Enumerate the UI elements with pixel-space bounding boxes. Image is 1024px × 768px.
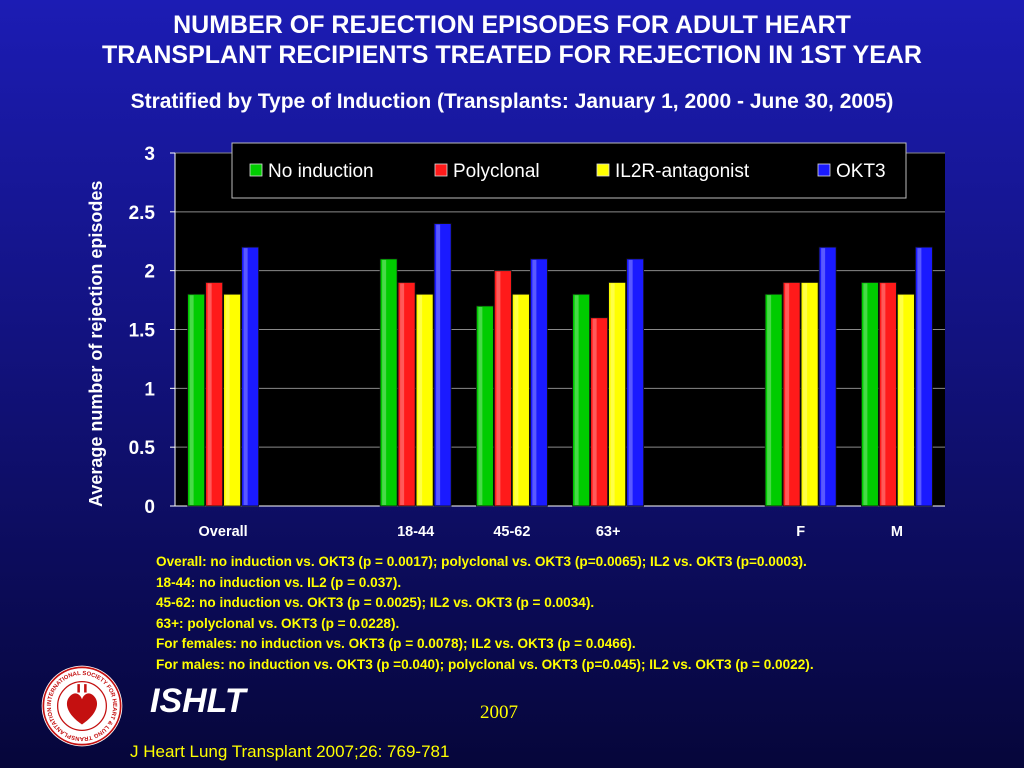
y-tick-label: 3 [144, 144, 155, 165]
x-tick-label: 18-44 [397, 524, 434, 540]
note-line: 45-62: no induction vs. OKT3 (p = 0.0025… [156, 595, 595, 610]
bar-il2r-antagonist [511, 293, 530, 507]
bar-okt3 [626, 258, 645, 507]
bar-highlight [189, 295, 194, 505]
bar-highlight [532, 259, 537, 505]
bar-polyclonal [493, 270, 512, 507]
x-tick-label: 63+ [596, 524, 621, 540]
bar-no-induction [572, 293, 591, 507]
bar-highlight [899, 295, 904, 505]
bar-highlight [574, 295, 579, 505]
bar-il2r-antagonist [608, 282, 627, 507]
bar-highlight [628, 259, 633, 505]
legend-label: OKT3 [836, 161, 886, 182]
x-tick-label: F [796, 524, 805, 540]
bar-highlight [785, 283, 790, 505]
title-line-1: NUMBER OF REJECTION EPISODES FOR ADULT H… [173, 11, 851, 39]
bar-polyclonal [782, 282, 801, 507]
note-line: For females: no induction vs. OKT3 (p = … [156, 636, 636, 651]
y-axis-label: Average number of rejection episodes [86, 181, 106, 507]
bar-highlight [207, 283, 212, 505]
note-line: For males: no induction vs. OKT3 (p =0.0… [156, 656, 814, 672]
slide-subtitle: Stratified by Type of Induction (Transpl… [130, 90, 894, 113]
bar-highlight [610, 283, 615, 505]
bar-highlight [514, 295, 519, 505]
bar-highlight [225, 295, 230, 505]
bar-highlight [400, 283, 405, 505]
bar-chart: 0 0.5 1 1.5 2 2.5 3 Average number of rejection… [86, 142, 945, 540]
y-tick-label: 2.5 [129, 203, 156, 224]
bar-highlight [917, 248, 922, 505]
legend-swatch [817, 163, 831, 177]
bar-polyclonal [878, 282, 897, 507]
ishlt-brand: ISHLT [150, 682, 246, 720]
bar-no-induction [475, 305, 494, 507]
x-tick-label: 45-62 [493, 524, 530, 540]
bar-highlight [881, 283, 886, 505]
bar-il2r-antagonist [415, 293, 434, 507]
bar-highlight [803, 283, 808, 505]
bar-highlight [496, 271, 501, 505]
note-line: 18-44: no induction vs. IL2 (p = 0.037). [156, 574, 402, 590]
y-tick-label: 1.5 [129, 321, 156, 342]
legend-label: No induction [268, 161, 374, 182]
legend-swatch [596, 163, 610, 177]
y-tick-label: 0.5 [129, 438, 156, 459]
bar-no-induction [764, 293, 783, 507]
x-tick-label: M [891, 524, 903, 540]
y-axis-label-group: Average number of rejection episodes [86, 181, 106, 507]
bar-okt3 [433, 223, 452, 507]
title-line-2: TRANSPLANT RECIPIENTS TREATED FOR REJECT… [102, 41, 922, 69]
bar-highlight [592, 318, 597, 505]
y-tick-label: 0 [144, 497, 155, 518]
note-line: 63+: polyclonal vs. OKT3 (p = 0.0228). [156, 615, 400, 631]
significance-notes: Overall: no induction vs. OKT3 (p = 0.00… [156, 552, 1016, 675]
bar-no-induction [860, 282, 879, 507]
bar-highlight [436, 224, 441, 505]
bar-il2r-antagonist [223, 293, 242, 507]
bar-okt3 [241, 246, 260, 507]
note-line: Overall: no induction vs. OKT3 (p = 0.00… [156, 554, 807, 569]
bar-highlight [382, 259, 387, 505]
bar-highlight [418, 295, 423, 505]
bar-no-induction [187, 293, 206, 507]
bar-no-induction [379, 258, 398, 507]
bar-highlight [243, 248, 248, 505]
bar-highlight [478, 306, 483, 505]
bar-okt3 [529, 258, 548, 507]
bar-polyclonal [205, 282, 224, 507]
x-tick-label: Overall [199, 524, 248, 540]
legend-swatch [434, 163, 448, 177]
bar-polyclonal [590, 317, 609, 507]
legend-box [231, 142, 907, 199]
year-label: 2007 [480, 702, 518, 723]
y-tick-label: 2 [144, 262, 155, 283]
bar-okt3 [914, 246, 933, 507]
bar-polyclonal [397, 282, 416, 507]
bar-highlight [863, 283, 868, 505]
citation: J Heart Lung Transplant 2007;26: 769-781 [130, 742, 450, 761]
legend-label: IL2R-antagonist [615, 161, 750, 182]
legend-swatch [249, 163, 263, 177]
ishlt-logo: INTERNATIONAL SOCIETY FOR HEART & LUNG T… [41, 665, 123, 747]
legend-label: Polyclonal [453, 161, 540, 182]
y-tick-label: 1 [144, 379, 155, 400]
bar-highlight [767, 295, 772, 505]
bar-il2r-antagonist [896, 293, 915, 507]
bar-highlight [821, 248, 826, 505]
bar-okt3 [818, 246, 837, 507]
bar-il2r-antagonist [800, 282, 819, 507]
slide-title: NUMBER OF REJECTION EPISODES FOR ADULT H… [0, 10, 1024, 70]
